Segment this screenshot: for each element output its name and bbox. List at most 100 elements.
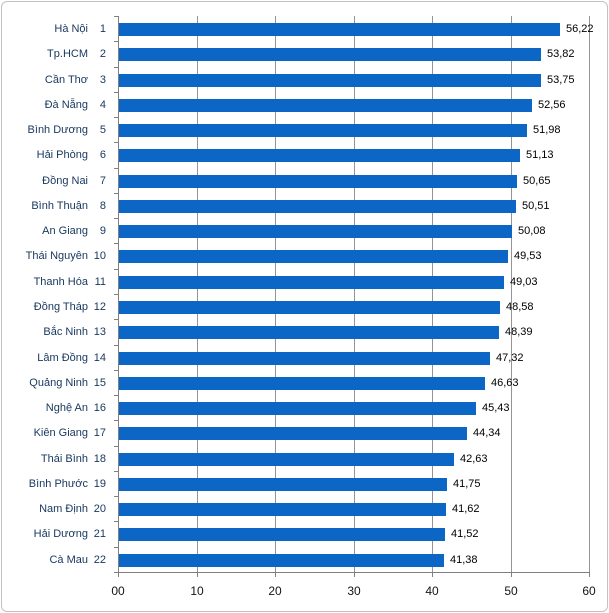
bar-row: 41,38 — [119, 547, 590, 572]
gridline — [197, 16, 198, 572]
y-axis-tick — [114, 168, 118, 169]
bar-row: 49,53 — [119, 243, 590, 268]
category-rank: 6 — [99, 148, 106, 161]
gridline — [589, 16, 590, 572]
bar-row: 46,63 — [119, 370, 590, 395]
y-axis-tick — [114, 117, 118, 118]
category-row: Thanh Hóa 11 — [2, 269, 106, 294]
category-row: Thái Bình 18 — [2, 446, 106, 471]
value-label: 49,53 — [514, 250, 542, 262]
bar — [119, 352, 490, 365]
y-axis-tick — [114, 420, 118, 421]
value-label: 51,98 — [533, 124, 561, 136]
value-label: 48,39 — [505, 326, 533, 338]
category-name: Nghệ An — [45, 401, 88, 414]
value-label: 42,63 — [460, 453, 488, 465]
category-name: Cần Thơ — [44, 73, 88, 86]
category-rank: 16 — [93, 401, 106, 414]
category-row: Hà Nội 1 — [2, 16, 106, 41]
category-rank: 20 — [93, 502, 106, 515]
category-row: Cần Thơ 3 — [2, 67, 106, 92]
bar-row: 42,63 — [119, 446, 590, 471]
category-row: Đồng Nai 7 — [2, 168, 106, 193]
category-row: Nghệ An 16 — [2, 395, 106, 420]
category-row: Đồng Tháp 12 — [2, 294, 106, 319]
y-axis-tick — [114, 446, 118, 447]
category-row: Đà Nẵng 4 — [2, 92, 106, 117]
category-row: Thái Nguyên 10 — [2, 243, 106, 268]
bar — [119, 276, 504, 289]
category-rank: 14 — [93, 351, 106, 364]
value-label: 47,32 — [496, 352, 524, 364]
category-name: Cà Mau — [49, 553, 88, 566]
category-name: Quảng Ninh — [29, 376, 88, 389]
category-name: An Giang — [42, 224, 88, 237]
bar-row: 48,58 — [119, 294, 590, 319]
bar-row: 56,22 — [119, 16, 594, 41]
bar — [119, 149, 520, 162]
gridline — [511, 16, 512, 572]
category-rank: 8 — [99, 199, 106, 212]
bar — [119, 478, 447, 491]
category-rank: 12 — [93, 300, 106, 313]
x-axis-tick — [118, 573, 119, 577]
bar-row: 47,32 — [119, 345, 590, 370]
category-name: Hải Phòng — [36, 148, 88, 161]
y-axis-tick — [114, 142, 118, 143]
x-axis-tick-label: 40 — [425, 584, 439, 598]
category-name: Đồng Tháp — [33, 300, 88, 313]
category-name: Hải Dương — [33, 527, 88, 540]
y-axis-tick — [114, 218, 118, 219]
bar-row: 52,56 — [119, 92, 590, 117]
category-name: Thanh Hóa — [33, 275, 88, 288]
category-row: Tp.HCM 2 — [2, 41, 106, 66]
category-row: Bình Phước 19 — [2, 471, 106, 496]
bar-row: 50,65 — [119, 168, 590, 193]
bar — [119, 74, 541, 87]
category-rank: 3 — [99, 73, 106, 86]
category-name: Đồng Nai — [42, 174, 88, 187]
y-axis-tick — [114, 370, 118, 371]
category-name: Bình Phước — [28, 477, 88, 490]
x-axis-tick — [197, 573, 198, 577]
category-row: Lâm Đồng 14 — [2, 345, 106, 370]
y-axis-tick — [114, 16, 118, 17]
category-row: Hải Dương 21 — [2, 521, 106, 546]
category-name: Hà Nội — [54, 22, 88, 35]
category-rank: 9 — [99, 224, 106, 237]
category-name: Bình Thuận — [31, 199, 88, 212]
x-axis-tick-label: 30 — [347, 584, 361, 598]
bar-row: 51,13 — [119, 142, 590, 167]
category-name: Lâm Đồng — [37, 351, 88, 364]
value-label: 44,34 — [473, 427, 501, 439]
value-label: 41,75 — [453, 478, 481, 490]
gridline — [432, 16, 433, 572]
category-name: Thái Bình — [40, 452, 88, 465]
bar — [119, 427, 467, 440]
category-row: Hải Phòng 6 — [2, 142, 106, 167]
category-rank: 1 — [99, 22, 106, 35]
y-axis-tick — [114, 521, 118, 522]
bar-row: 50,51 — [119, 193, 590, 218]
bar-row: 44,34 — [119, 420, 590, 445]
category-rank: 15 — [93, 376, 106, 389]
bar-row: 45,43 — [119, 395, 590, 420]
category-rank: 5 — [99, 123, 106, 136]
y-axis-tick — [114, 547, 118, 548]
x-axis-tick — [354, 573, 355, 577]
category-row: Quảng Ninh 15 — [2, 370, 106, 395]
category-name: Nam Định — [39, 502, 88, 515]
y-axis-tick — [114, 294, 118, 295]
category-row: An Giang 9 — [2, 218, 106, 243]
bar — [119, 554, 444, 567]
bar — [119, 528, 445, 541]
category-rank: 18 — [93, 452, 106, 465]
x-axis-tick — [589, 573, 590, 577]
x-axis-tick-label: 60 — [582, 584, 596, 598]
bar-row: 49,03 — [119, 269, 590, 294]
category-name: Tp.HCM — [47, 47, 88, 60]
bar-row: 41,62 — [119, 496, 590, 521]
x-axis-tick-label: 10 — [190, 584, 204, 598]
value-label: 53,82 — [547, 48, 575, 60]
